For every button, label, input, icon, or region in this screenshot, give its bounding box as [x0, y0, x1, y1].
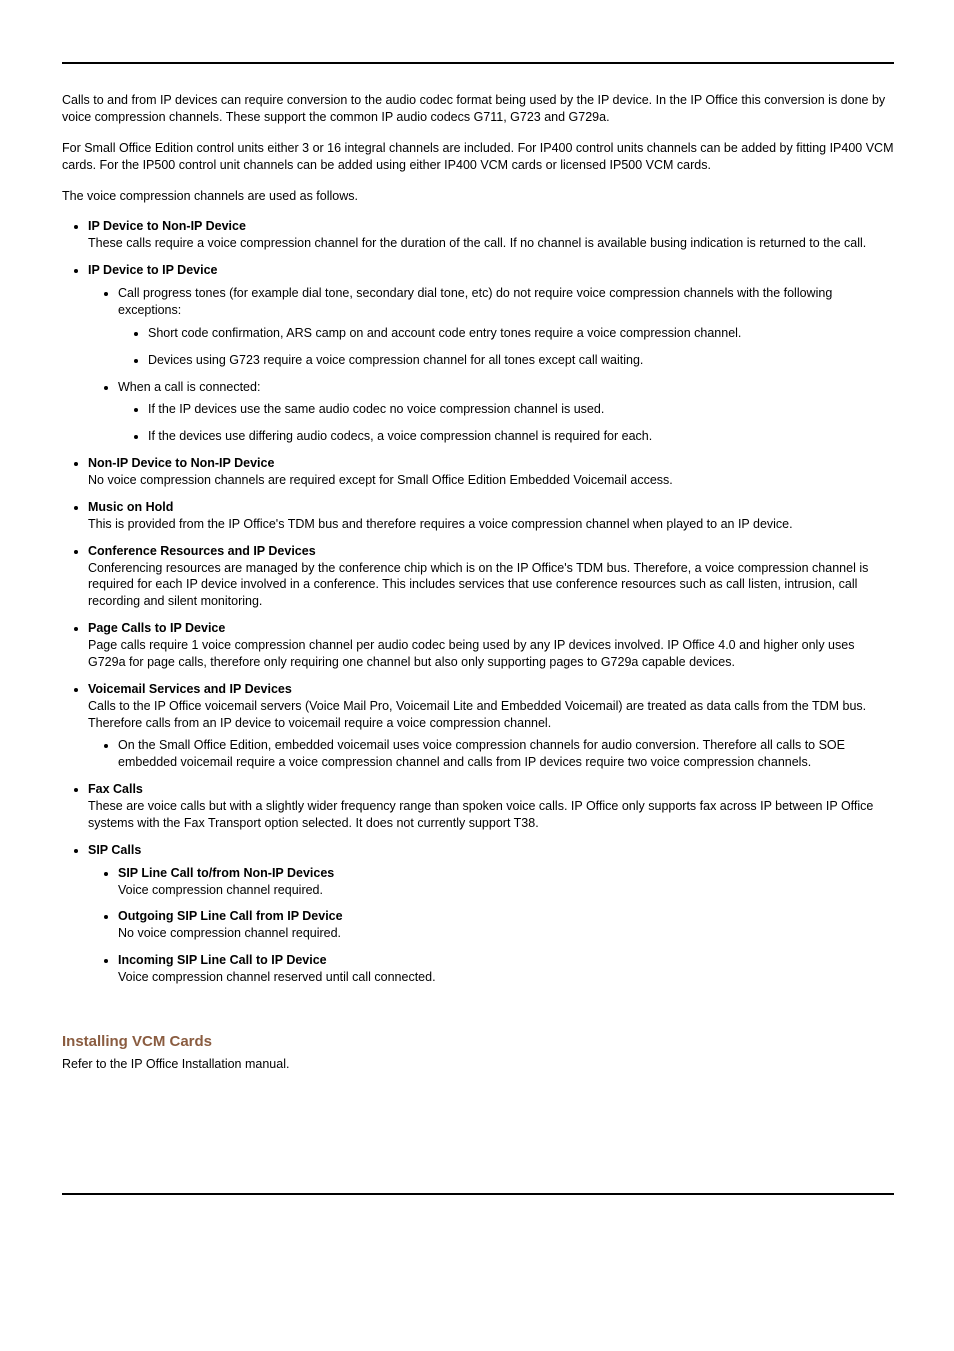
item-body: This is provided from the IP Office's TD…: [88, 517, 793, 531]
item-title: Conference Resources and IP Devices: [88, 544, 316, 558]
list-item: Short code confirmation, ARS camp on and…: [148, 325, 894, 342]
document-page: Calls to and from IP devices can require…: [0, 0, 954, 1285]
top-rule: [62, 62, 894, 64]
list-item: IP Device to Non-IP Device These calls r…: [88, 218, 894, 252]
list-item: Non-IP Device to Non-IP Device No voice …: [88, 455, 894, 489]
list-item: Devices using G723 require a voice compr…: [148, 352, 894, 369]
sub-list: Short code confirmation, ARS camp on and…: [118, 325, 894, 369]
usage-list: IP Device to Non-IP Device These calls r…: [62, 218, 894, 986]
item-body: Call progress tones (for example dial to…: [118, 286, 832, 317]
list-item: SIP Line Call to/from Non-IP Devices Voi…: [118, 865, 894, 899]
item-body: These calls require a voice compression …: [88, 236, 866, 250]
item-title: Fax Calls: [88, 782, 143, 796]
item-title: SIP Calls: [88, 843, 141, 857]
list-item: Fax Calls These are voice calls but with…: [88, 781, 894, 832]
item-body: When a call is connected:: [118, 380, 260, 394]
item-title: Voicemail Services and IP Devices: [88, 682, 292, 696]
list-item: On the Small Office Edition, embedded vo…: [118, 737, 894, 771]
list-item: Voicemail Services and IP Devices Calls …: [88, 681, 894, 771]
intro-paragraph-3: The voice compression channels are used …: [62, 188, 894, 205]
list-item: Incoming SIP Line Call to IP Device Voic…: [118, 952, 894, 986]
item-body: Voice compression channel required.: [118, 883, 323, 897]
list-item: Call progress tones (for example dial to…: [118, 285, 894, 369]
sub-list: If the IP devices use the same audio cod…: [118, 401, 894, 445]
sub-list: SIP Line Call to/from Non-IP Devices Voi…: [88, 865, 894, 986]
item-body: Calls to the IP Office voicemail servers…: [88, 699, 866, 730]
item-title: Incoming SIP Line Call to IP Device: [118, 953, 327, 967]
intro-paragraph-2: For Small Office Edition control units e…: [62, 140, 894, 174]
list-item: SIP Calls SIP Line Call to/from Non-IP D…: [88, 842, 894, 986]
item-title: Page Calls to IP Device: [88, 621, 225, 635]
item-title: Outgoing SIP Line Call from IP Device: [118, 909, 343, 923]
sub-list: On the Small Office Edition, embedded vo…: [88, 737, 894, 771]
list-item: If the IP devices use the same audio cod…: [148, 401, 894, 418]
item-title: SIP Line Call to/from Non-IP Devices: [118, 866, 334, 880]
list-item: Conference Resources and IP Devices Conf…: [88, 543, 894, 611]
item-body: These are voice calls but with a slightl…: [88, 799, 873, 830]
list-item: If the devices use differing audio codec…: [148, 428, 894, 445]
list-item: When a call is connected: If the IP devi…: [118, 379, 894, 446]
section-heading-installing-vcm: Installing VCM Cards: [62, 1032, 894, 1052]
list-item: Music on Hold This is provided from the …: [88, 499, 894, 533]
list-item: Outgoing SIP Line Call from IP Device No…: [118, 908, 894, 942]
list-item: Page Calls to IP Device Page calls requi…: [88, 620, 894, 671]
item-title: IP Device to IP Device: [88, 263, 217, 277]
item-title: Music on Hold: [88, 500, 173, 514]
bottom-rule: [62, 1193, 894, 1195]
item-body: No voice compression channel required.: [118, 926, 341, 940]
list-item: IP Device to IP Device Call progress ton…: [88, 262, 894, 445]
item-body: Page calls require 1 voice compression c…: [88, 638, 854, 669]
item-title: IP Device to Non-IP Device: [88, 219, 246, 233]
item-body: Voice compression channel reserved until…: [118, 970, 436, 984]
sub-list: Call progress tones (for example dial to…: [88, 285, 894, 445]
item-body: Conferencing resources are managed by th…: [88, 561, 868, 609]
item-body: No voice compression channels are requir…: [88, 473, 673, 487]
item-title: Non-IP Device to Non-IP Device: [88, 456, 274, 470]
intro-paragraph-1: Calls to and from IP devices can require…: [62, 92, 894, 126]
section-body: Refer to the IP Office Installation manu…: [62, 1056, 894, 1073]
